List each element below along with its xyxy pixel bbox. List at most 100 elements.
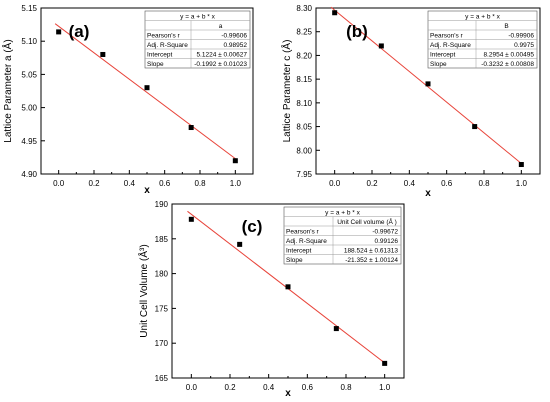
y-tick-label: 190 — [155, 200, 169, 209]
stats-row-value: -0.99606 — [221, 33, 247, 40]
x-tick-label: 0.0 — [329, 179, 341, 188]
stats-row-value: -0.1992 ± 0.01023 — [194, 61, 247, 68]
data-point — [232, 158, 238, 164]
y-tick-label: 7.95 — [296, 170, 312, 179]
x-axis-title: x — [425, 188, 431, 199]
y-tick-label: 4.90 — [21, 170, 37, 179]
x-tick-label: 0.2 — [224, 383, 236, 392]
stats-equation: y = a + b * x — [465, 14, 500, 21]
stats-equation: y = a + b * x — [180, 14, 215, 21]
y-tick-label: 8.10 — [296, 99, 312, 108]
data-point — [188, 125, 194, 131]
y-tick-label: 175 — [155, 304, 169, 313]
y-tick-label: 8.25 — [296, 28, 312, 37]
x-axis-title: x — [285, 388, 291, 399]
stats-row-label: Slope — [286, 257, 303, 264]
data-point — [285, 284, 291, 290]
x-tick-label: 0.4 — [124, 179, 136, 188]
data-point — [237, 241, 243, 247]
x-tick-label: 0.6 — [302, 383, 314, 392]
data-point — [472, 124, 478, 130]
y-tick-label: 180 — [155, 270, 169, 279]
stats-row-value: -0.3232 ± 0.00808 — [481, 61, 534, 68]
y-tick-label: 8.15 — [296, 75, 312, 84]
data-point — [100, 51, 106, 57]
data-point — [333, 326, 339, 332]
stats-table: y = a + b * x a Pearson's r -0.99606 Adj. R-… — [144, 10, 251, 69]
y-axis-title: Unit Cell Volume (Å³) — [137, 244, 150, 337]
x-tick-label: 0.4 — [404, 179, 416, 188]
stats-row-value: 0.99126 — [375, 238, 399, 245]
stats-row-value: -21.352 ± 1.00124 — [345, 257, 398, 264]
x-tick-label: 1.0 — [516, 179, 528, 188]
data-point — [56, 29, 62, 35]
y-tick-label: 8.00 — [296, 146, 312, 155]
y-axis-title: Lattice Parameter c (Å) — [280, 40, 293, 143]
data-point — [188, 216, 194, 222]
y-tick-label: 5.15 — [21, 4, 37, 13]
stats-row-value: 8.2954 ± 0.00495 — [483, 52, 534, 59]
stats-row-value: 188.524 ± 0.61313 — [344, 248, 399, 255]
stats-row-label: Adj. R-Square — [430, 42, 471, 49]
x-tick-label: 0.2 — [366, 179, 378, 188]
stats-row-label: Pearson's r — [147, 33, 181, 40]
y-tick-label: 4.95 — [21, 137, 37, 146]
stats-row-value: 0.98952 — [224, 42, 248, 49]
x-axis-title: x — [144, 185, 150, 196]
y-tick-label: 5.05 — [21, 70, 37, 79]
stats-row-label: Adj. R-Square — [286, 238, 327, 245]
data-point — [518, 162, 524, 168]
y-tick-label: 8.30 — [296, 4, 312, 13]
stats-column-header: a — [219, 23, 223, 30]
stats-row-label: Slope — [430, 61, 447, 68]
x-tick-label: 1.0 — [230, 179, 242, 188]
stats-row-label: Pearson's r — [286, 229, 320, 236]
x-tick-label: 1.0 — [379, 383, 391, 392]
fit-line — [54, 23, 236, 159]
x-tick-label: 0.6 — [159, 179, 171, 188]
panel-label: (b) — [346, 22, 368, 41]
stats-row-label: Intercept — [147, 52, 172, 59]
stats-row-label: Intercept — [430, 52, 455, 59]
stats-equation: y = a + b * x — [325, 210, 360, 217]
stats-table: y = a + b * x B Pearson's r -0.99906 Adj. R-… — [427, 10, 538, 69]
data-point — [382, 360, 388, 366]
x-tick-label: 0.2 — [88, 179, 100, 188]
stats-row-value: -0.99672 — [372, 229, 398, 236]
chart-panel-2: 0.0 0.2 0.4 0.6 0.8 1.0 7.95 8.00 8.05 8.10 8.15 8.… — [280, 4, 541, 199]
data-point — [425, 81, 431, 87]
stats-row-value: -0.99906 — [508, 33, 534, 40]
data-point — [378, 43, 384, 49]
y-tick-label: 5.10 — [21, 37, 37, 46]
y-tick-label: 185 — [155, 235, 169, 244]
panel-label: (c) — [242, 217, 263, 236]
y-tick-label: 8.05 — [296, 123, 312, 132]
y-tick-label: 165 — [155, 374, 169, 383]
x-tick-label: 0.4 — [263, 383, 275, 392]
stats-row-label: Slope — [147, 61, 164, 68]
stats-row-value: 5.1224 ± 0.00627 — [196, 52, 247, 59]
stats-row-label: Pearson's r — [430, 33, 464, 40]
data-point — [144, 85, 150, 91]
x-tick-label: 0.8 — [194, 179, 206, 188]
stats-row-label: Adj. R-Square — [147, 42, 188, 49]
x-tick-label: 0.8 — [340, 383, 352, 392]
chart-panel-1: 0.0 0.2 0.4 0.6 0.8 1.0 4.90 4.95 5.00 5.05 5.10 5.… — [1, 4, 254, 196]
x-tick-label: 0.6 — [441, 179, 453, 188]
x-tick-label: 0.0 — [186, 383, 198, 392]
x-tick-label: 0.8 — [478, 179, 490, 188]
y-tick-label: 8.20 — [296, 51, 312, 60]
y-tick-label: 170 — [155, 339, 169, 348]
stats-column-header: B — [504, 23, 508, 30]
y-axis-title: Lattice Parameter a (Å) — [1, 39, 14, 142]
stats-row-value: 0.9975 — [514, 42, 534, 49]
stats-row-label: Intercept — [286, 248, 311, 255]
x-tick-label: 0.0 — [53, 179, 65, 188]
chart-panel-3: 0.0 0.2 0.4 0.6 0.8 1.0 165 170 175 180 185 190 x Uni… — [137, 200, 405, 399]
panel-label: (a) — [69, 22, 90, 41]
stats-column-header: Unit Cell volume (Å ) — [337, 217, 397, 226]
y-tick-label: 5.00 — [21, 104, 37, 113]
data-point — [332, 10, 338, 16]
